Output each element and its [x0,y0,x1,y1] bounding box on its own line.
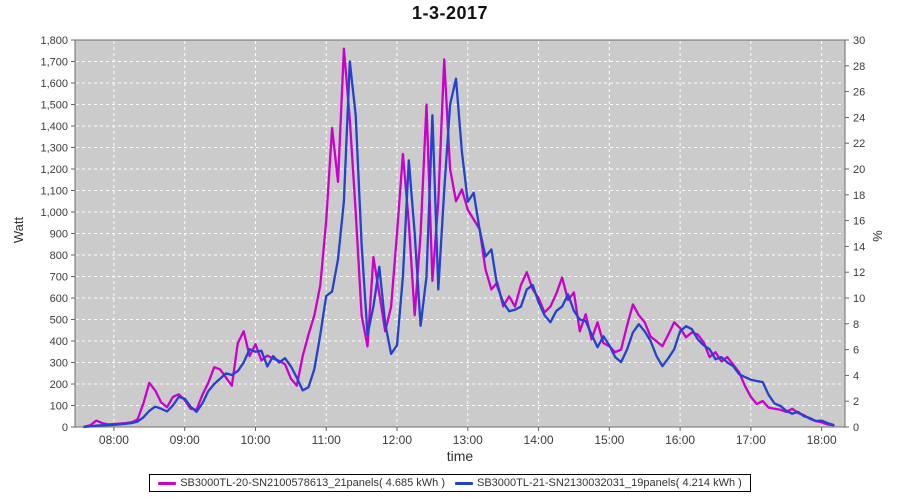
pct-tick-label: 22 [853,138,865,150]
y-tick-label: 100 [50,401,68,413]
pct-tick-label: 16 [853,216,865,228]
x-tick-label: 12:00 [382,433,412,447]
y-tick-label: 300 [50,358,68,370]
pct-tick-label: 18 [853,190,865,202]
legend-box: SB3000TL-20-SN2100578613_21panels( 4.685… [149,474,751,492]
y-tick-label: 0 [62,422,68,434]
x-tick-label: 08:00 [99,433,129,447]
y-tick-label: 400 [50,336,68,348]
series-line-2 [83,60,835,429]
pct-tick-label: 10 [853,293,865,305]
legend-label-series1: SB3000TL-20-SN2100578613_21panels( 4.685… [180,477,445,489]
legend-line-sample-blue [455,481,473,485]
y-tick-label: 900 [50,229,68,241]
y-tick-label: 800 [50,250,68,262]
y-tick-label: 1,800 [40,35,68,47]
y-tick-label: 200 [50,379,68,391]
x-tick-label: 18:00 [807,433,837,447]
x-tick-label: 11:00 [312,433,341,447]
pct-tick-label: 0 [853,422,859,434]
legend-line-sample-magenta [158,481,177,485]
pct-tick-label: 28 [853,61,865,73]
pct-tick-label: 2 [853,396,859,408]
pct-tick-label: 24 [853,112,865,124]
x-tick-label: 14:00 [524,433,554,447]
y-axis-label-percent: % [870,230,885,242]
legend-item-series2: SB3000TL-21-SN2130032031_19panels( 4.214… [455,477,742,489]
y-axis-label-watt: Watt [11,216,26,244]
y-tick-label: 1,300 [40,143,68,155]
y-tick-label: 700 [50,272,68,284]
legend-label-series2: SB3000TL-21-SN2130032031_19panels( 4.214… [477,477,742,489]
y-tick-label: 1,200 [40,164,68,176]
y-tick-label: 1,400 [40,121,68,133]
pct-tick-label: 26 [853,87,865,99]
pct-tick-label: 14 [853,241,865,253]
x-tick-label: 17:00 [736,433,766,447]
y-tick-label: 1,000 [40,207,68,219]
y-tick-label: 1,100 [40,186,68,198]
pct-tick-label: 8 [853,319,859,331]
pct-tick-label: 6 [853,345,859,357]
pct-tick-label: 4 [853,370,859,382]
y-tick-label: 600 [50,293,68,305]
y-tick-label: 500 [50,315,68,327]
y-tick-label: 1,700 [40,57,68,69]
x-tick-label: 15:00 [594,433,624,447]
series-line-1 [83,47,835,428]
x-tick-label: 13:00 [453,433,483,447]
x-axis: 08:00 09:00 10:00 11:00 12:00 13:00 14:00 15:00… [99,427,837,447]
pct-tick-label: 30 [853,35,865,47]
x-tick-label: 16:00 [665,433,695,447]
x-tick-label: 09:00 [170,433,200,447]
y-tick-label: 1,500 [40,100,68,112]
chart-title: 1-3-2017 [411,3,489,23]
x-tick-label: 10:00 [240,433,270,447]
y-tick-label: 1,600 [40,78,68,90]
legend: SB3000TL-20-SN2100578613_21panels( 4.685… [0,474,900,492]
y-axis-left: 0 100 200 300 400 500 600 700 800 900 1,000 1,100 1,… [40,35,75,434]
pct-tick-label: 20 [853,164,865,176]
pct-tick-label: 12 [853,267,865,279]
legend-item-series1: SB3000TL-20-SN2100578613_21panels( 4.685… [158,477,445,489]
x-axis-label-time: time [446,448,474,464]
